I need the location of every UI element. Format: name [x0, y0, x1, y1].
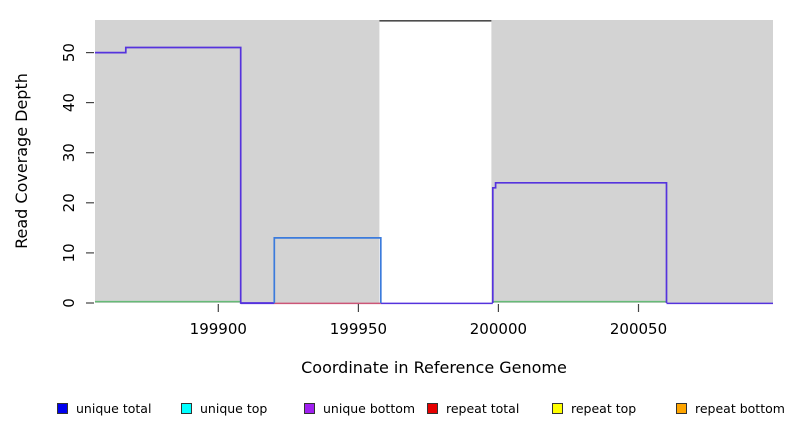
y-axis-title: Read Coverage Depth — [12, 73, 31, 249]
x-axis-title: Coordinate in Reference Genome — [301, 358, 567, 377]
x-tick-label: 200050 — [610, 320, 667, 338]
y-tick-label: 0 — [60, 298, 78, 308]
series-unique-left — [95, 46, 275, 304]
unique-bottom-swatch-icon — [304, 402, 315, 414]
legend-item-repeat-bottom: repeat bottom — [676, 400, 785, 416]
legend-item-unique-total: unique total — [57, 400, 151, 416]
legend-item-repeat-total: repeat total — [427, 400, 519, 416]
plot-shaded-region — [491, 20, 773, 303]
x-tick-label: 199950 — [330, 320, 387, 338]
coverage-plot-canvas: 199900 199950 200000 200050 0 10 20 30 40 50 — [60, 19, 773, 338]
legend-item-repeat-top: repeat top — [552, 400, 636, 416]
series-unique-mid-box — [273, 237, 382, 303]
legend-label: repeat bottom — [695, 400, 785, 416]
legend-label: unique bottom — [323, 400, 416, 416]
repeat-bottom-swatch-icon — [676, 402, 687, 414]
legend-label: unique top — [200, 400, 268, 416]
legend-label: repeat top — [571, 400, 637, 416]
y-tick-label: 40 — [60, 93, 78, 112]
legend-label: unique total — [76, 400, 152, 416]
x-tick-label: 200000 — [470, 320, 527, 338]
plot-shaded-region — [95, 20, 380, 303]
x-tick-label: 199900 — [190, 320, 247, 338]
legend-item-unique-bottom: unique bottom — [304, 400, 415, 416]
legend: unique total unique top unique bottom re… — [0, 400, 792, 422]
repeat-top-swatch-icon — [552, 402, 563, 414]
legend-item-unique-top: unique top — [181, 400, 267, 416]
repeat-total-swatch-icon — [427, 402, 438, 414]
legend-label: repeat total — [446, 400, 520, 416]
unique-top-swatch-icon — [181, 402, 192, 414]
y-tick-label: 50 — [60, 43, 78, 62]
y-tick-label: 10 — [60, 243, 78, 262]
series-unique-right-box — [491, 181, 668, 303]
y-tick-label: 20 — [60, 193, 78, 212]
unique-total-swatch-icon — [57, 402, 68, 414]
y-tick-label: 30 — [60, 143, 78, 162]
